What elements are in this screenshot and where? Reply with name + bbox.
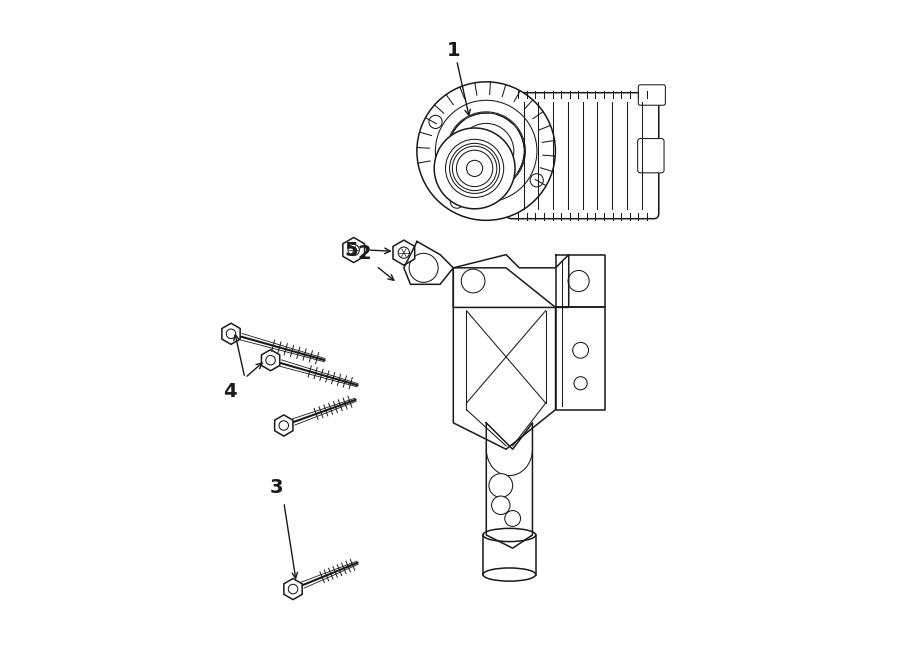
Circle shape: [461, 269, 485, 293]
Circle shape: [434, 128, 515, 209]
Polygon shape: [486, 423, 533, 548]
Circle shape: [446, 139, 504, 198]
Circle shape: [410, 253, 438, 282]
Text: 5: 5: [344, 241, 357, 260]
Polygon shape: [274, 415, 292, 436]
Circle shape: [436, 100, 537, 202]
Circle shape: [489, 474, 513, 497]
Text: 4: 4: [222, 382, 237, 401]
Polygon shape: [343, 237, 364, 262]
Circle shape: [472, 137, 500, 165]
Circle shape: [458, 124, 514, 178]
Circle shape: [574, 377, 587, 390]
Circle shape: [450, 195, 464, 208]
Circle shape: [466, 161, 482, 176]
FancyBboxPatch shape: [638, 139, 664, 173]
Polygon shape: [404, 241, 569, 307]
Circle shape: [505, 510, 520, 526]
Circle shape: [266, 356, 275, 365]
Polygon shape: [393, 240, 415, 265]
Circle shape: [429, 115, 442, 128]
Circle shape: [417, 82, 555, 220]
Circle shape: [456, 150, 493, 186]
FancyBboxPatch shape: [507, 93, 659, 219]
Text: 3: 3: [270, 478, 284, 496]
Polygon shape: [454, 268, 555, 449]
Circle shape: [226, 329, 236, 338]
Text: 2: 2: [357, 243, 371, 262]
Circle shape: [288, 584, 298, 594]
Circle shape: [447, 112, 526, 190]
Ellipse shape: [483, 528, 536, 541]
FancyBboxPatch shape: [638, 85, 665, 105]
Polygon shape: [261, 350, 280, 371]
Circle shape: [279, 421, 289, 430]
Circle shape: [530, 174, 544, 187]
Ellipse shape: [483, 568, 536, 581]
Circle shape: [568, 270, 590, 292]
Polygon shape: [222, 323, 240, 344]
Polygon shape: [555, 254, 605, 307]
Circle shape: [348, 245, 359, 256]
Polygon shape: [284, 578, 302, 600]
Polygon shape: [555, 307, 605, 410]
Circle shape: [572, 342, 589, 358]
Text: 1: 1: [446, 41, 460, 60]
Circle shape: [398, 247, 410, 258]
Circle shape: [491, 496, 510, 514]
